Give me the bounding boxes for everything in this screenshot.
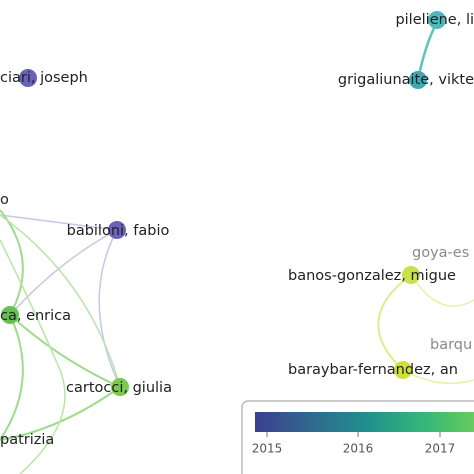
node-label: o [0,192,9,208]
node-label: babiloni, fabio [67,223,170,239]
edge [98,229,121,388]
edge [0,239,66,474]
node-label: goya-es [412,245,469,261]
edge [9,314,121,388]
edges [0,21,474,474]
node-label: banos-gonzalez, migue [288,268,456,284]
nodes [1,11,446,396]
labels: pileliene, li grigaliunaite, vikte ciari… [0,12,474,448]
legend-tick-label: 2016 [343,442,374,456]
edge [0,314,24,441]
node-label: cartocci, giulia [66,380,172,396]
node [108,221,126,239]
edge [410,274,474,307]
edge [377,274,412,371]
edge [0,214,118,231]
node-label: ca, enrica [0,308,71,324]
color-legend: 2015 2016 2017 [241,400,474,474]
node-label: ciari, joseph [0,70,88,86]
node-label: pileliene, li [395,12,474,28]
node [394,361,412,379]
node [402,266,420,284]
node-label: patrizia [0,432,54,448]
node [409,71,427,89]
node [111,378,129,396]
legend-tick-label: 2017 [425,442,456,456]
legend-tick-label: 2015 [252,442,283,456]
node-label: barqu [430,337,472,353]
node [428,11,446,29]
node [1,306,19,324]
node [19,69,37,87]
color-bar [255,412,474,432]
legend-box [241,400,474,474]
node-label: grigaliunaite, vikte [338,72,474,88]
edge [0,214,121,388]
node-label: baraybar-fernandez, an [288,362,458,378]
edge [9,229,118,316]
